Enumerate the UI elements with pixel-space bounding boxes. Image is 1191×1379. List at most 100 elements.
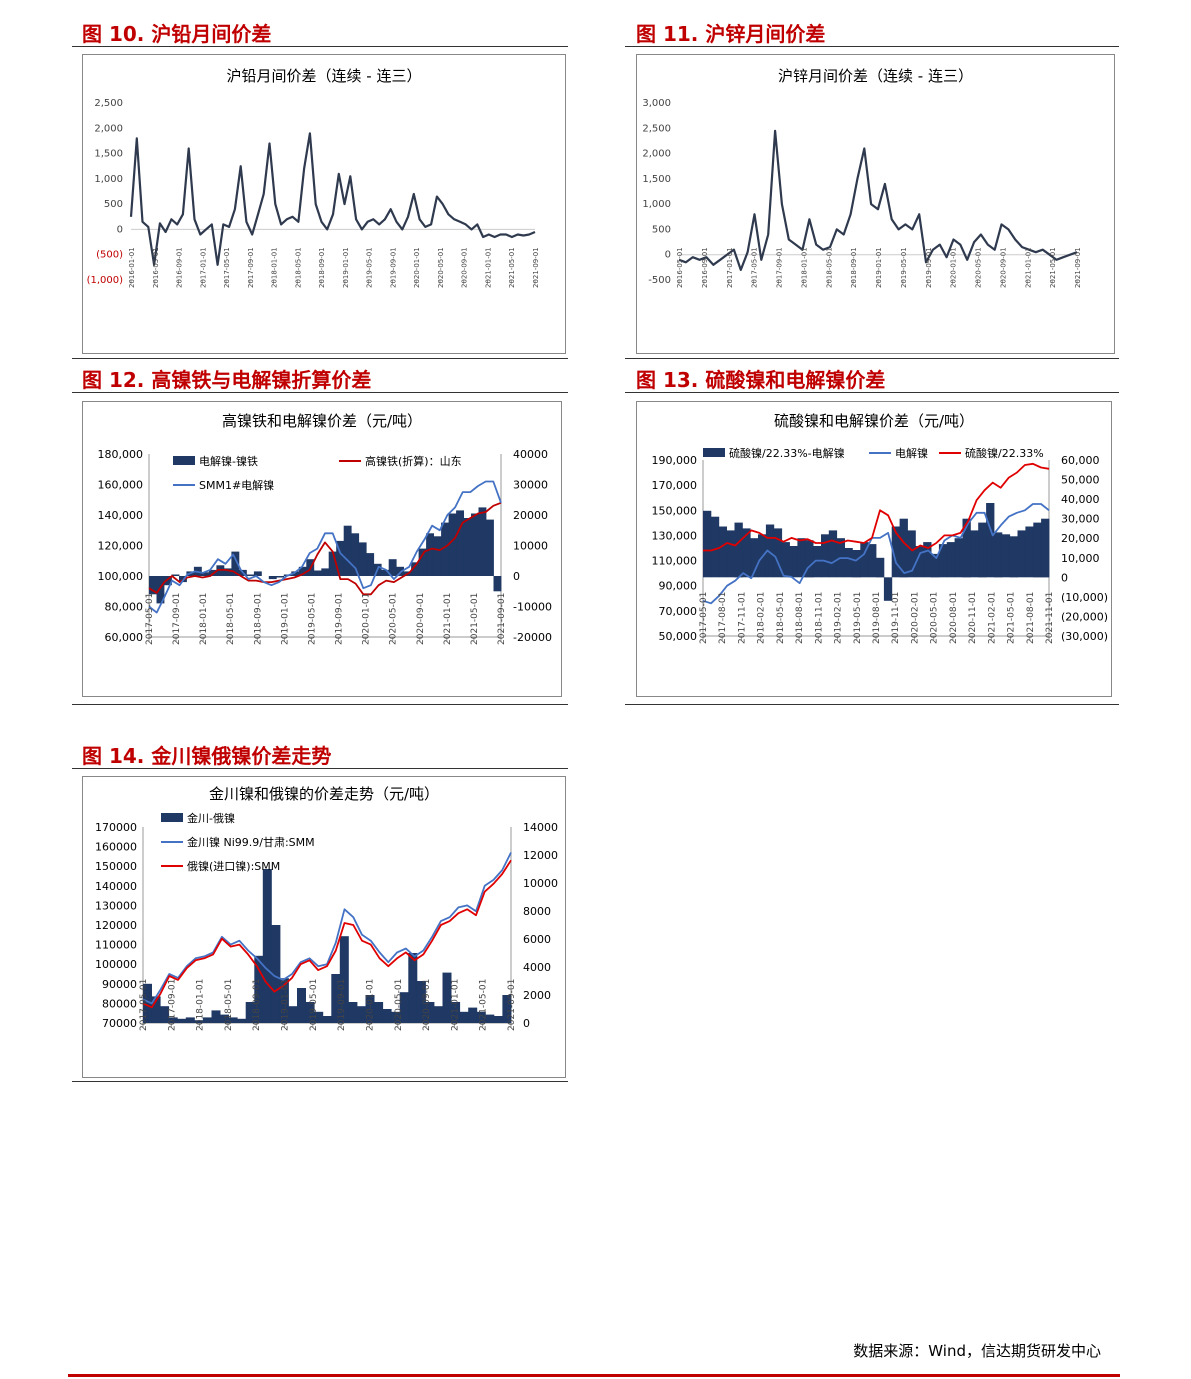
x-tick-label: 2018-09-01 (252, 979, 262, 1031)
series-line (678, 129, 1078, 271)
area-bar (279, 978, 289, 1023)
chart-panel-f13: 硫酸镍和电解镍价差（元/吨） 190,000 170,000 150,000 130,0… (636, 401, 1112, 697)
series-line (142, 852, 512, 1005)
x-tick-label: 2017-05-01 (223, 247, 231, 288)
figure-10-rule (72, 46, 568, 47)
area-bar (253, 571, 262, 576)
y-left-tick-label: 170,000 (652, 479, 698, 492)
area-bar (734, 522, 743, 578)
x-tick-label: 2020-09-01 (999, 247, 1007, 288)
area-bar (923, 542, 932, 578)
area-bar (396, 566, 404, 576)
x-tick-label: 2018-08-01 (795, 592, 805, 644)
y-left-tick-label: 120000 (95, 919, 137, 932)
area-bar (954, 538, 963, 578)
x-tick-label: 2021-01-01 (443, 593, 453, 645)
legend-label: 高镍铁(折算)：山东 (365, 454, 462, 468)
area-bar (750, 538, 759, 578)
legend-swatch (161, 813, 183, 822)
area-bar (366, 553, 375, 576)
y-tick-label: 500 (652, 224, 671, 235)
x-tick-label: 2018-05-01 (825, 247, 833, 288)
area-bar (297, 988, 306, 1023)
area-bar (891, 526, 900, 578)
y-right-tick-label: 40000 (513, 448, 548, 461)
area-bar (433, 536, 442, 576)
x-tick-label: 2021-11-01 (1045, 592, 1055, 644)
area-bar (441, 522, 449, 576)
area-bar (298, 566, 307, 576)
area-bar (321, 568, 330, 576)
x-tick-label: 2021-05-01 (470, 593, 480, 645)
area-bar (425, 1002, 435, 1023)
area-bar (149, 576, 157, 595)
area-bar (348, 1002, 358, 1023)
area-bar (710, 516, 720, 578)
y-tick-label: 2,000 (642, 149, 671, 160)
area-bar (821, 534, 830, 578)
y-left-tick-label: 130000 (95, 899, 137, 912)
area-bar (343, 525, 352, 576)
row1-bottom-rule-right (625, 358, 1119, 359)
area-bar (703, 510, 712, 578)
chart-f12: 高镍铁和电解镍价差（元/吨） 180,000 160,000 140,000 120,0… (98, 412, 552, 645)
y-left-tick-label: 190,000 (652, 454, 698, 467)
x-tick-label: 2021-08-01 (1026, 592, 1036, 644)
y-right-tick-label: 30,000 (1061, 513, 1100, 526)
area-bar (358, 542, 367, 576)
x-tick-label: 2020-09-01 (461, 247, 469, 288)
figure-11-rule (625, 46, 1119, 47)
area-bar (237, 1018, 247, 1023)
figure-12-heading: 图 12. 高镍铁与电解镍折算价差 (82, 368, 372, 392)
y-left-tick-label: 110000 (95, 939, 137, 952)
area-bar (476, 1011, 486, 1023)
area-bar (418, 548, 427, 576)
x-tick-label: 2021-09-01 (1074, 247, 1082, 288)
area-bar (388, 559, 397, 576)
x-tick-label: 2021-02-01 (987, 592, 997, 644)
x-tick-label: 2017-09-01 (776, 247, 784, 288)
area-bar (463, 518, 472, 576)
y-left-tick-label: 180,000 (98, 448, 144, 461)
x-tick-label: 2018-05-01 (294, 247, 302, 288)
area-bar (962, 518, 971, 578)
x-tick-label: 2021-01-01 (450, 979, 460, 1031)
area-bar (451, 1002, 461, 1023)
x-tick-label: 2017-09-01 (247, 247, 255, 288)
area-bar (931, 553, 940, 578)
area-bar (156, 576, 165, 604)
y-left-tick-label: 70,000 (659, 605, 698, 618)
area-bar (245, 1002, 255, 1023)
x-tick-label: 2018-01-01 (196, 979, 206, 1031)
y-right-tick-label: 20000 (513, 509, 548, 522)
y-left-tick-label: 170000 (95, 821, 137, 834)
y-right-tick-label: 4000 (523, 961, 551, 974)
legend-label: 硫酸镍/22.33%-电解镍 (729, 446, 845, 460)
area-bar (797, 538, 806, 578)
x-tick-label: 2021-05-01 (1007, 592, 1017, 644)
x-tick-label: 2020-05-01 (389, 593, 399, 645)
area-bar (765, 524, 775, 578)
y-left-tick-label: 70000 (102, 1017, 137, 1030)
x-tick-label: 2019-01-01 (875, 247, 883, 288)
legend-swatch (173, 456, 195, 465)
chart-title: 高镍铁和电解镍价差（元/吨） (222, 412, 422, 430)
x-tick-label: 2018-09-01 (253, 593, 263, 645)
x-tick-label: 2019-05-01 (307, 593, 317, 645)
area-bar (246, 574, 255, 576)
area-bar (907, 530, 916, 578)
area-bar (1001, 534, 1011, 578)
y-tick-label: 500 (104, 199, 123, 210)
area-bar (426, 533, 434, 576)
y-right-tick-label: 14000 (523, 821, 558, 834)
x-tick-label: 2020-01-01 (365, 979, 375, 1031)
x-tick-label: 2020-08-01 (949, 592, 959, 644)
x-tick-label: 2020-11-01 (968, 592, 978, 644)
x-tick-label: 2020-05-01 (437, 247, 445, 288)
x-tick-label: 2019-01-01 (342, 247, 350, 288)
area-bar (194, 1020, 204, 1023)
area-bar (471, 513, 479, 576)
x-tick-label: 2016-01-01 (128, 247, 136, 288)
x-tick-label: 2018-05-01 (776, 592, 786, 644)
chart-panel-f14: 金川镍和俄镍的价差走势（元/吨） 170000 160000 150000 140000… (82, 776, 566, 1078)
